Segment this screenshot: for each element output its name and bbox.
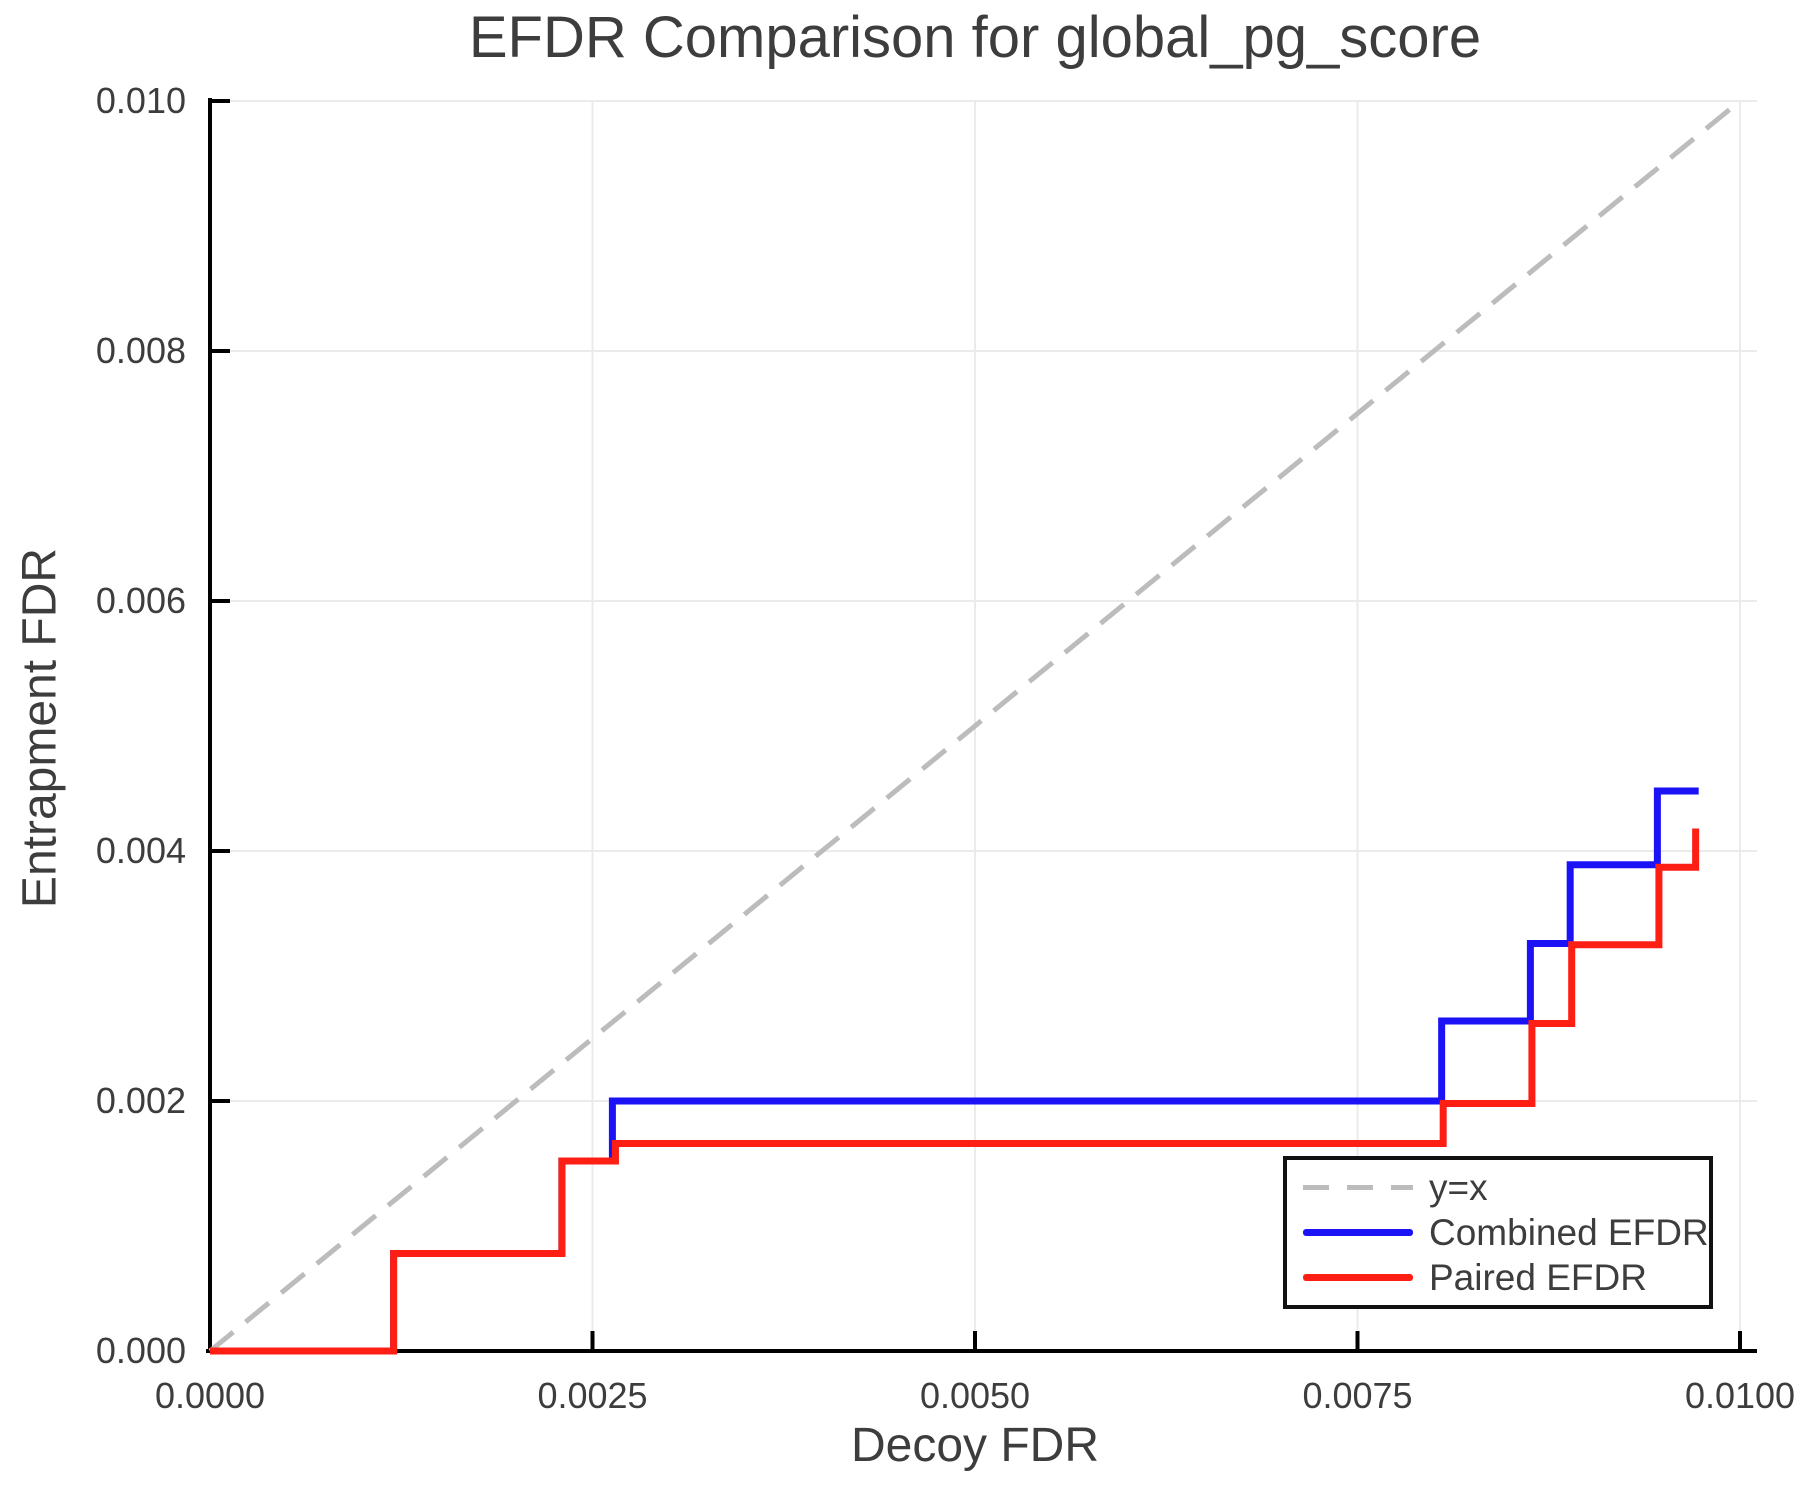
y-tick-label: 0.004 bbox=[96, 830, 186, 871]
legend-label-paired-efdr: Paired EFDR bbox=[1429, 1256, 1647, 1298]
identity-line-sample-icon bbox=[1303, 1185, 1413, 1190]
x-axis-label: Decoy FDR bbox=[850, 1419, 1100, 1472]
x-tick-label: 0.0050 bbox=[920, 1375, 1030, 1416]
chart-title: EFDR Comparison for global_pg_score bbox=[468, 5, 1482, 70]
x-tick-label: 0.0100 bbox=[1685, 1375, 1795, 1416]
legend: y=x Combined EFDR Paired EFDR bbox=[1283, 1156, 1713, 1309]
paired-efdr-line-sample-icon bbox=[1303, 1274, 1413, 1281]
y-tick-label: 0.002 bbox=[96, 1080, 186, 1121]
series-paired-efdr bbox=[210, 828, 1700, 1355]
y-tick-label: 0.008 bbox=[96, 330, 186, 371]
series-y-x bbox=[208, 99, 1742, 1353]
y-tick-label: 0.010 bbox=[96, 80, 186, 121]
y-axis-label: Entrapment FDR bbox=[13, 547, 67, 909]
legend-label-identity: y=x bbox=[1429, 1166, 1488, 1208]
y-tick-label: 0.006 bbox=[96, 580, 186, 621]
legend-entry-paired-efdr: Paired EFDR bbox=[1303, 1256, 1709, 1298]
y-tick-label: 0.000 bbox=[96, 1330, 186, 1371]
combined-efdr-line-sample-icon bbox=[1303, 1229, 1413, 1236]
legend-entry-combined-efdr: Combined EFDR bbox=[1303, 1211, 1709, 1253]
legend-label-combined-efdr: Combined EFDR bbox=[1429, 1211, 1709, 1253]
x-tick-label: 0.0025 bbox=[537, 1375, 647, 1416]
legend-entry-identity: y=x bbox=[1303, 1166, 1709, 1208]
x-tick-label: 0.0000 bbox=[155, 1375, 265, 1416]
x-tick-label: 0.0075 bbox=[1302, 1375, 1412, 1416]
